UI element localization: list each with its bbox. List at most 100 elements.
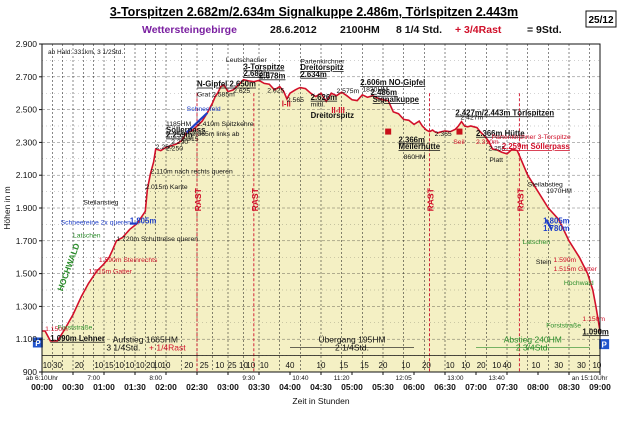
parking-sign-1	[599, 339, 610, 350]
segment-label-4: 15	[105, 361, 114, 370]
parking-label-1: P	[601, 341, 607, 350]
segment-label-21: 15	[360, 361, 369, 370]
hut-marker-1	[456, 128, 463, 135]
annotation-35: 2.634m	[300, 70, 327, 79]
subtitle-date: 28.6.2012	[270, 24, 317, 36]
annotation-68: 1.150m	[582, 316, 605, 323]
segment-label-5: 10	[115, 361, 124, 370]
annotation-49: 2.427m	[461, 114, 484, 121]
snow-section-field	[185, 112, 209, 134]
annotation-64: 1.590m	[554, 257, 577, 264]
annotation-16: 2.315	[182, 136, 199, 143]
clock-label-5: 11:20	[334, 375, 350, 382]
x-tick-label-9: 04:30	[310, 382, 332, 392]
clock-label-2: 8:00	[149, 375, 162, 382]
y-tick-label-10: 900	[23, 367, 37, 377]
x-tick-label-3: 01:30	[124, 382, 146, 392]
annotation-29: 2.678m	[259, 71, 286, 80]
x-tick-label-7: 03:30	[248, 382, 270, 392]
annotation-0: 1.150m	[45, 326, 68, 333]
annotation-55: Platt	[489, 157, 503, 164]
segment-label-10: 10	[162, 361, 171, 370]
annotation-22: Schneefeld	[187, 106, 221, 113]
x-tick-label-1: 00:30	[62, 382, 84, 392]
segment-label-3: 10	[94, 361, 103, 370]
x-axis-label: Zeit in Stunden	[292, 396, 349, 406]
segment-label-7: 10	[136, 361, 145, 370]
y-tick-label-3: 2.300	[16, 137, 38, 147]
segment-summary-title-2: Abstieg 240HM	[504, 334, 562, 344]
y-tick-label-8: 1.300	[16, 301, 38, 311]
y-axis-label: Höhen in m	[2, 186, 12, 229]
annotation-1: 1.090m Lehner	[50, 334, 105, 343]
annotation-54: 2.255	[488, 146, 505, 153]
annotation-6: 1.590m Steinrechts	[99, 257, 158, 264]
subtitle-row: Wettersteingebirge 28.6.2012 2100HM 8 1/…	[142, 24, 562, 36]
annotation-11: 2.015m Kante	[145, 184, 188, 191]
segment-label-8: 20	[146, 361, 155, 370]
annotation-50: Seil	[453, 139, 465, 146]
x-tick-label-16: 08:00	[527, 382, 549, 392]
annotation-59: 1970HM	[546, 188, 572, 195]
annotation-44: Signalkuppe	[373, 95, 420, 104]
annotation-40: 2.575m	[337, 88, 360, 95]
parking-sign-0	[32, 337, 43, 348]
segment-label-31: 30	[554, 361, 563, 370]
hut-marker-0	[385, 128, 392, 135]
annotation-13: 2.260	[156, 144, 173, 151]
segment-label-6: 10	[125, 361, 134, 370]
annotation-48: 2.365	[435, 131, 452, 138]
segment-label-27: 20	[477, 361, 486, 370]
x-tick-label-14: 07:00	[465, 382, 487, 392]
annotation-62: Latschen	[523, 239, 551, 246]
annotation-3: HOCHWALD	[55, 242, 82, 292]
segment-label-16: 10	[246, 361, 255, 370]
annotation-8: Schneereine 2x queren	[61, 219, 132, 226]
annotation-26: Leutschacher	[226, 57, 268, 64]
segment-label-14: 25	[228, 361, 237, 370]
x-tick-label-0: 00:00	[31, 382, 53, 392]
segment-label-17: 10	[260, 361, 269, 370]
segment-label-28: 10	[492, 361, 501, 370]
annotation-4: Latschen	[73, 233, 101, 240]
annotation-28: 2.682m	[244, 69, 271, 78]
y-tick-label-5: 1.900	[16, 203, 38, 213]
subtitle-hours: 8 1/4 Std.	[396, 24, 442, 36]
annotation-60: 1.805m	[543, 217, 570, 226]
annotation-38: Dreitorspitz	[311, 111, 354, 120]
segment-label-20: 15	[339, 361, 348, 370]
x-tick-label-18: 09:00	[589, 382, 611, 392]
segment-label-9: 10	[153, 361, 162, 370]
segment-label-15: 10	[239, 361, 248, 370]
x-tick-label-17: 08:30	[558, 382, 580, 392]
y-tick-label-9: 1.100	[16, 334, 38, 344]
segment-label-24: 20	[422, 361, 431, 370]
x-tick-label-11: 05:30	[372, 382, 394, 392]
segment-summary-time-0: 3 1/4Std.	[106, 343, 140, 353]
segment-label-30: 10	[531, 361, 540, 370]
annotation-5: 1.515m Gatter	[89, 269, 133, 276]
annotation-37: mittl.	[311, 101, 325, 108]
annotation-43: 2.486m	[371, 88, 398, 97]
x-tick-label-8: 04:00	[279, 382, 301, 392]
rest-label-2: RAST	[426, 187, 436, 211]
clock-label-1: 7:00	[87, 375, 100, 382]
segment-label-2: 20	[75, 361, 84, 370]
rest-label-1: RAST	[250, 187, 260, 211]
annotation-17: 1185HM	[166, 121, 192, 128]
annotation-14: 2.250	[166, 146, 183, 153]
annotation-34: Dreitorspitz	[300, 63, 343, 72]
segment-label-33: 10	[592, 361, 601, 370]
y-tick-label-4: 2.100	[16, 170, 38, 180]
annotation-25: 2.625	[233, 88, 250, 95]
axis-layer: 2.900 2.700 2.500 2.300 2.100 1.900 1.700 1.500…	[2, 39, 611, 406]
segment-label-29: 40	[503, 361, 512, 370]
annotation-36: 2.626m	[311, 93, 338, 102]
subtitle-region: Wettersteingebirge	[142, 24, 237, 36]
annotation-47: 860HM	[404, 154, 426, 161]
annotation-7: Steilanstieg	[83, 200, 118, 207]
y-tick-label-7: 1.500	[16, 269, 38, 279]
clock-label-7: 13:00	[447, 375, 464, 382]
